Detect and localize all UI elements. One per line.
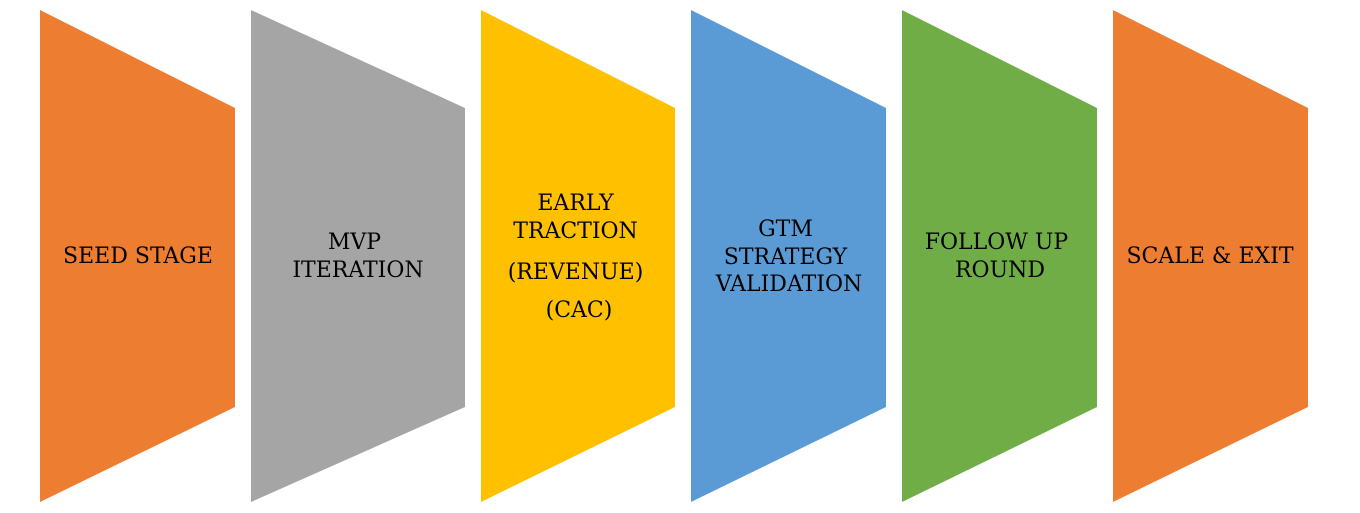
stage-gtm-strategy: GTM STRATEGY VALIDATION bbox=[691, 10, 886, 502]
stage-scale-exit-label-line-1: SCALE & EXIT bbox=[1126, 244, 1293, 269]
stage-mvp-shape bbox=[251, 10, 465, 502]
stage-gtm-strategy-label-line-1: GTM bbox=[758, 217, 813, 242]
stage-early-traction-label-line-2: TRACTION bbox=[513, 219, 638, 244]
stage-mvp: MVP ITERATION bbox=[251, 10, 465, 502]
stage-scale-exit: SCALE & EXIT bbox=[1113, 10, 1308, 502]
stage-follow-up-round-label-line-2: ROUND bbox=[955, 258, 1045, 283]
stage-follow-up-round: FOLLOW UP ROUND bbox=[902, 10, 1097, 502]
stage-scale-exit-shape bbox=[1113, 10, 1308, 502]
stage-seed-label-line-1: SEED STAGE bbox=[63, 244, 213, 269]
stage-mvp-label-line-2: ITERATION bbox=[292, 258, 423, 283]
stage-seed-shape bbox=[40, 10, 235, 502]
stage-gtm-strategy-label: GTM STRATEGY VALIDATION bbox=[715, 217, 863, 297]
stage-early-traction: EARLY TRACTION (REVENUE) (CAC) bbox=[481, 10, 675, 502]
stage-early-traction-label-line-3: (REVENUE) bbox=[508, 260, 644, 285]
stage-early-traction-label-line-1: EARLY bbox=[537, 191, 614, 216]
stage-mvp-label-line-1: MVP bbox=[328, 230, 381, 255]
stage-gtm-strategy-label-line-2: STRATEGY bbox=[724, 245, 848, 270]
stage-follow-up-round-label-line-1: FOLLOW UP bbox=[925, 230, 1069, 255]
stage-early-traction-shape bbox=[481, 10, 675, 502]
stage-seed: SEED STAGE bbox=[40, 10, 235, 502]
stage-follow-up-round-label: FOLLOW UP ROUND bbox=[925, 230, 1076, 283]
stage-mvp-label: MVP ITERATION bbox=[292, 230, 423, 283]
stage-follow-up-round-shape bbox=[902, 10, 1097, 502]
stage-early-traction-label: EARLY TRACTION (REVENUE) (CAC) bbox=[508, 191, 651, 323]
stage-early-traction-label-line-4: (CAC) bbox=[546, 298, 613, 323]
stage-seed-label: SEED STAGE bbox=[63, 244, 213, 269]
stage-gtm-strategy-label-line-3: VALIDATION bbox=[715, 272, 863, 297]
stage-scale-exit-label: SCALE & EXIT bbox=[1126, 244, 1293, 269]
stage-gtm-strategy-shape bbox=[691, 10, 886, 502]
